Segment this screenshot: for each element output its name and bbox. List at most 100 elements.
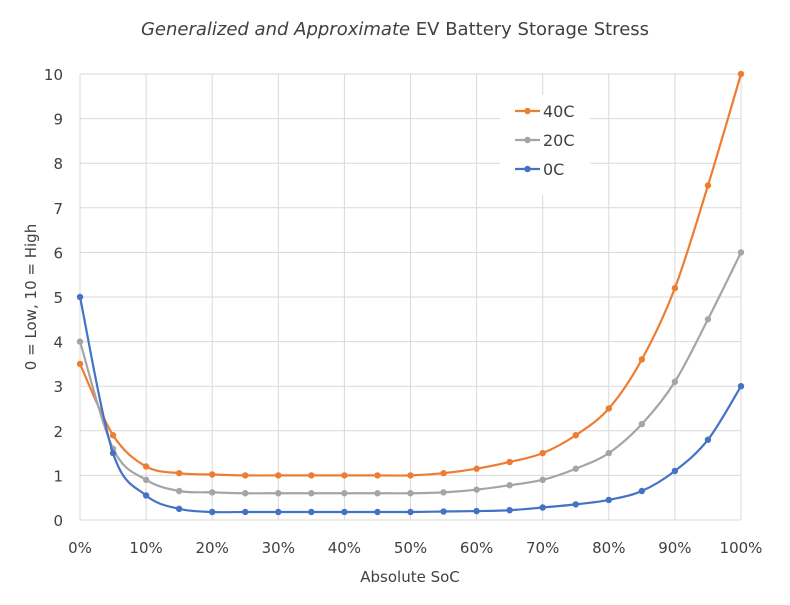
- data-point-0C: [142, 492, 150, 499]
- x-tick-label: 20%: [196, 539, 229, 557]
- data-point-40C: [704, 182, 712, 189]
- data-point-40C: [440, 469, 447, 477]
- x-tick-label: 40%: [328, 539, 361, 557]
- data-point-20C: [275, 490, 282, 497]
- data-point-0C: [242, 508, 249, 516]
- data-point-20C: [605, 449, 612, 457]
- data-point-20C: [407, 490, 414, 497]
- data-point-40C: [473, 465, 480, 472]
- data-point-40C: [374, 472, 381, 479]
- x-tick-labels: 0% 10% 20% 30% 40% 50% 60% 70% 80% 90% 100%: [68, 539, 762, 557]
- y-tick-label: 10: [44, 66, 63, 84]
- y-tick-label: 9: [53, 111, 63, 129]
- data-point-0C: [704, 436, 712, 443]
- data-point-40C: [407, 472, 414, 479]
- x-tick-label: 10%: [129, 539, 162, 557]
- data-point-20C: [737, 249, 745, 256]
- data-point-20C: [704, 316, 712, 323]
- data-point-0C: [341, 508, 348, 516]
- legend-swatch-marker: [524, 136, 531, 144]
- y-tick-label: 1: [53, 467, 63, 485]
- data-point-40C: [506, 458, 513, 466]
- chart-title: Generalized and Approximate EV Battery S…: [141, 19, 649, 40]
- data-point-0C: [605, 496, 612, 504]
- series-lines: [76, 70, 745, 516]
- y-tick-label: 4: [53, 334, 63, 352]
- data-point-0C: [671, 467, 679, 475]
- data-point-40C: [341, 472, 348, 479]
- data-point-20C: [539, 476, 546, 484]
- x-tick-label: 0%: [68, 539, 92, 557]
- y-tick-label: 7: [53, 200, 63, 218]
- data-point-0C: [209, 508, 216, 516]
- series-line-40C: [79, 73, 743, 477]
- data-point-0C: [407, 508, 414, 516]
- data-point-20C: [209, 489, 216, 496]
- y-tick-label: 2: [53, 423, 63, 441]
- data-point-20C: [175, 487, 183, 495]
- legend: 40C 20C 0C: [500, 95, 590, 195]
- data-point-0C: [275, 508, 282, 516]
- x-tick-label: 80%: [592, 539, 625, 557]
- data-point-20C: [440, 489, 447, 496]
- gridlines: [79, 73, 742, 521]
- data-point-0C: [572, 501, 579, 508]
- data-point-40C: [737, 70, 745, 78]
- y-axis-label: 0 = Low, 10 = High: [22, 224, 40, 370]
- data-point-20C: [638, 420, 646, 428]
- data-point-20C: [242, 490, 249, 497]
- data-point-0C: [308, 508, 315, 516]
- data-point-20C: [341, 490, 348, 497]
- data-point-0C: [638, 487, 646, 495]
- data-point-40C: [76, 360, 84, 368]
- x-tick-label: 100%: [720, 539, 763, 557]
- data-point-0C: [539, 504, 546, 511]
- data-point-0C: [737, 383, 745, 390]
- data-point-0C: [175, 505, 183, 513]
- data-point-40C: [175, 469, 183, 477]
- data-point-40C: [671, 284, 679, 292]
- data-point-0C: [109, 449, 117, 457]
- data-point-20C: [572, 465, 579, 472]
- data-point-40C: [109, 432, 117, 439]
- x-tick-label: 70%: [526, 539, 559, 557]
- data-point-0C: [473, 507, 480, 515]
- x-tick-label: 30%: [262, 539, 295, 557]
- data-point-20C: [506, 482, 513, 489]
- data-point-0C: [506, 506, 513, 514]
- data-point-40C: [209, 471, 216, 478]
- y-tick-label: 6: [53, 244, 63, 262]
- data-point-40C: [539, 449, 546, 457]
- x-tick-label: 90%: [658, 539, 691, 557]
- data-point-20C: [308, 490, 315, 497]
- data-point-0C: [374, 508, 381, 516]
- data-point-40C: [572, 432, 579, 439]
- data-point-20C: [142, 476, 150, 484]
- title-italic: Generalized and Approximate: [141, 19, 410, 40]
- data-point-40C: [242, 472, 249, 479]
- y-tick-label: 5: [53, 289, 63, 307]
- legend-label: 0C: [543, 160, 564, 179]
- data-point-0C: [440, 508, 447, 515]
- data-point-20C: [473, 486, 480, 493]
- data-point-20C: [76, 338, 84, 345]
- legend-swatch-marker: [524, 107, 531, 115]
- data-point-20C: [671, 378, 679, 385]
- y-tick-label: 0: [53, 512, 63, 530]
- data-point-40C: [308, 472, 315, 479]
- y-tick-label: 8: [53, 155, 63, 173]
- data-point-20C: [374, 490, 381, 497]
- y-tick-label: 3: [53, 378, 63, 396]
- title-rest: EV Battery Storage Stress: [410, 19, 649, 40]
- data-point-40C: [142, 463, 150, 470]
- x-tick-label: 50%: [394, 539, 427, 557]
- data-point-40C: [275, 472, 282, 479]
- legend-swatch-marker: [524, 165, 531, 173]
- data-point-0C: [76, 293, 84, 301]
- y-tick-labels: 0 1 2 3 4 5 6 7 8 9 10: [44, 66, 63, 530]
- data-point-40C: [638, 356, 646, 363]
- legend-label: 20C: [543, 131, 575, 150]
- legend-label: 40C: [543, 102, 575, 121]
